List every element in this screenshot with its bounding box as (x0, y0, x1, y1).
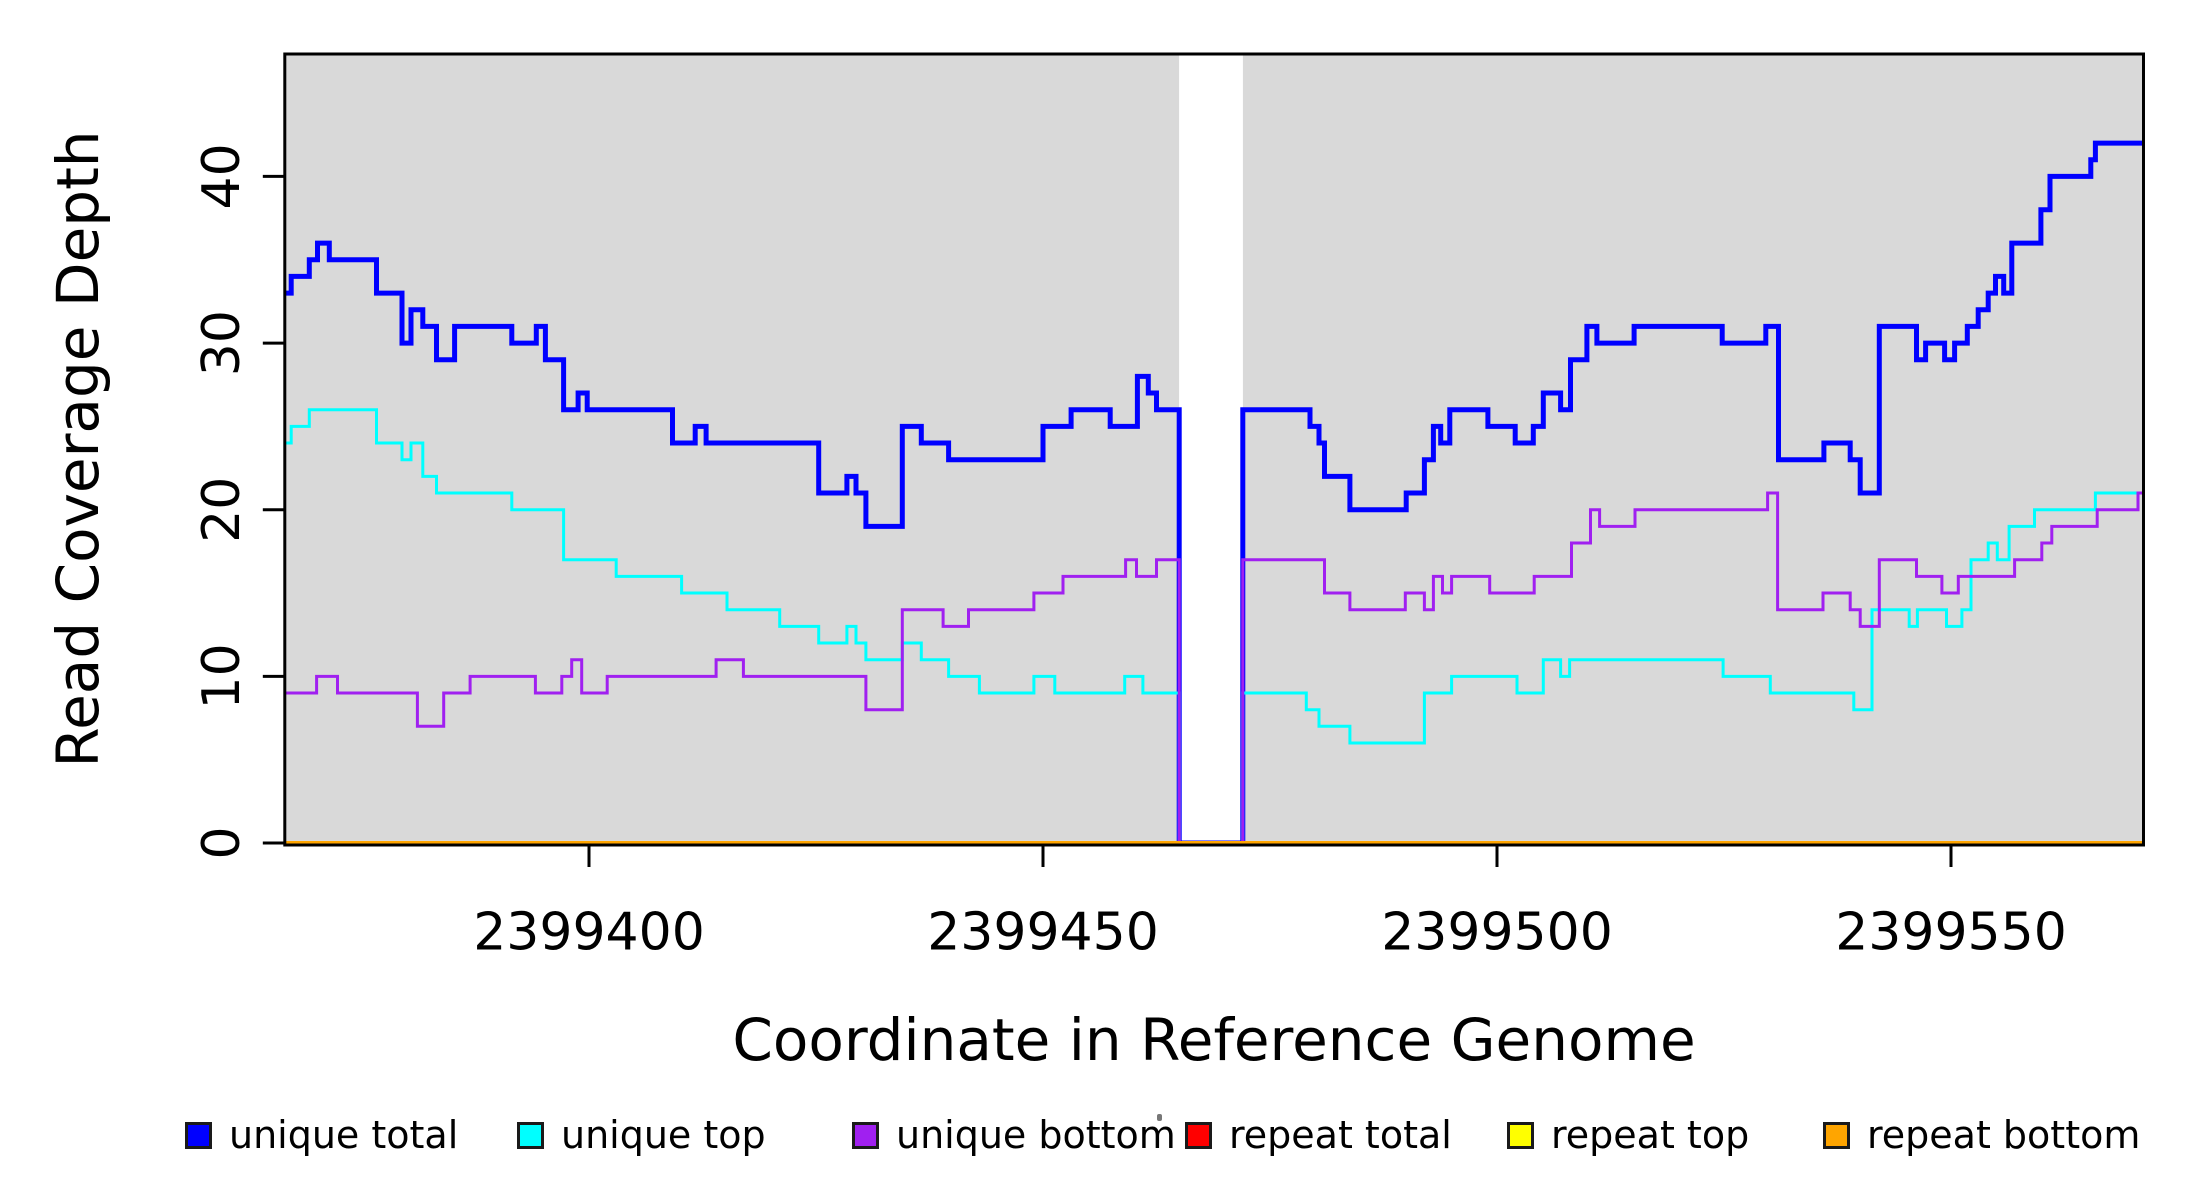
unique-total-series-path (284, 140, 2144, 846)
x-tick-label-2399500: 2399500 (1381, 903, 1613, 963)
y-tick-label-40: 40 (192, 143, 252, 209)
x-tick-label-2399550: 2399550 (1835, 903, 2067, 963)
y-tick-label-10: 10 (192, 643, 252, 709)
unique-top-series-path (284, 408, 2144, 845)
x-axis-title: Coordinate in Reference Genome (732, 1006, 1696, 1074)
y-axis-title: Read Coverage Depth (44, 130, 112, 768)
y-tick-label-30: 30 (192, 310, 252, 376)
unique-bottom-series-path (284, 491, 2144, 845)
plot-border (283, 52, 2145, 847)
no-data-gap-band (1179, 54, 1243, 845)
x-tick-label-2399450: 2399450 (927, 903, 1159, 963)
panel-background-right (1242, 54, 2144, 845)
y-tick-label-20: 20 (192, 477, 252, 543)
y-tick-label-0: 0 (192, 826, 252, 859)
panel-background-left (284, 54, 1180, 845)
stray-dot-artifact (1157, 1114, 1162, 1121)
x-tick-label-2399400: 2399400 (473, 903, 705, 963)
